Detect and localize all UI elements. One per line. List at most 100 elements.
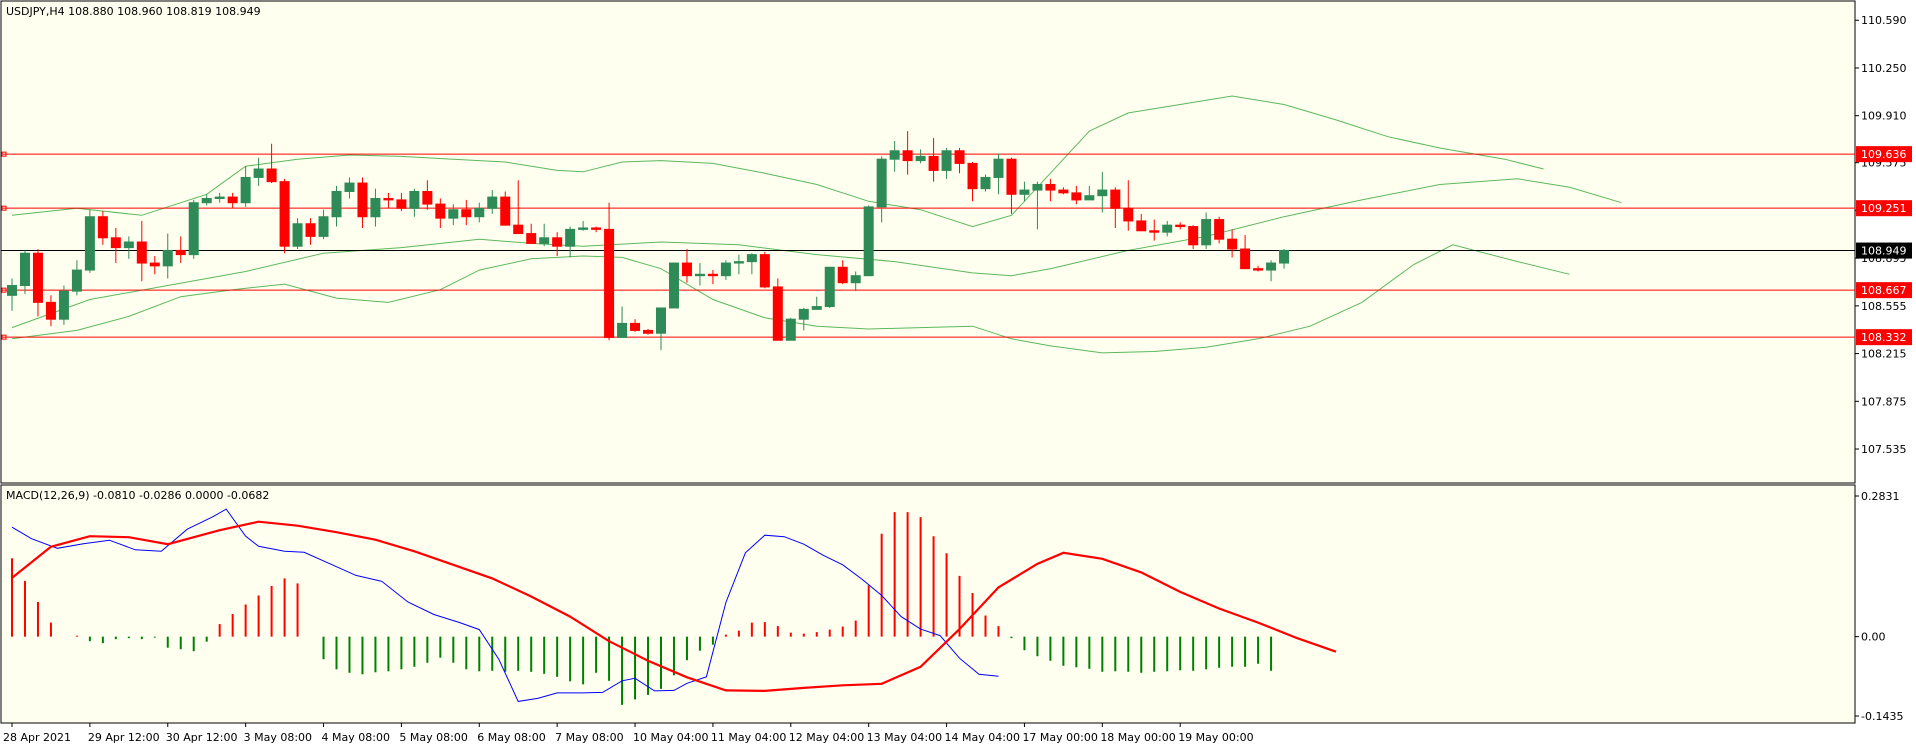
candle-body: [240, 176, 251, 204]
candle: [513, 180, 524, 235]
time-tick-label: 12 May 04:00: [789, 731, 864, 744]
candle: [967, 162, 978, 202]
candle-body: [487, 196, 498, 209]
candle: [175, 236, 186, 264]
candle-body: [474, 207, 485, 218]
macd-lines: [11, 508, 1337, 702]
candle: [876, 156, 887, 223]
candle: [824, 266, 835, 308]
candle: [1084, 185, 1095, 201]
candle-body: [539, 237, 550, 244]
candle-body: [357, 182, 368, 218]
current-price-tag: 108.949: [1856, 242, 1912, 259]
candle-body: [526, 233, 537, 244]
time-tick-label: 29 Apr 12:00: [88, 731, 160, 744]
candle-body: [305, 223, 316, 237]
candle: [1175, 222, 1186, 230]
candle: [240, 166, 251, 207]
candle-body: [1097, 189, 1108, 197]
time-tick-label: 13 May 04:00: [867, 731, 942, 744]
candle: [630, 319, 641, 332]
candle: [253, 157, 264, 186]
time-tick-label: 17 May 00:00: [1022, 731, 1097, 744]
candle: [668, 262, 679, 309]
bollinger-upper: [11, 95, 1544, 228]
candle-body: [344, 182, 355, 192]
level-price-tag-box: [1856, 200, 1912, 217]
candle-body: [798, 308, 809, 320]
candle: [902, 131, 913, 175]
candle-body: [980, 176, 991, 190]
time-tick-label: 7 May 08:00: [555, 731, 623, 744]
candle: [370, 188, 381, 227]
candle: [448, 204, 459, 226]
candle: [1253, 265, 1264, 272]
candle-body: [1045, 183, 1056, 191]
candle: [331, 185, 342, 227]
candle-body: [461, 209, 472, 218]
candle-body: [409, 190, 420, 209]
candle: [1032, 181, 1043, 230]
candle: [863, 205, 874, 277]
candle-body: [1032, 183, 1043, 191]
macd-tick-label: 0.2831: [1861, 490, 1900, 503]
candle: [1019, 181, 1030, 202]
candle: [1006, 157, 1017, 214]
time-tick-label: 19 May 00:00: [1178, 731, 1253, 744]
candle-body: [617, 322, 628, 338]
candle: [617, 306, 628, 338]
candlesticks: [7, 131, 1290, 351]
candle-body: [1084, 195, 1095, 201]
candle-body: [720, 262, 731, 277]
candle: [422, 180, 433, 210]
candle-body: [668, 262, 679, 309]
candle: [1162, 220, 1173, 237]
candle: [409, 188, 420, 217]
candle: [1279, 249, 1290, 269]
candle-body: [1188, 226, 1199, 246]
level-price-tag: 108.332: [1856, 329, 1912, 346]
candle: [591, 226, 602, 233]
candle-body: [214, 196, 225, 199]
candle-body: [1253, 268, 1264, 271]
candle-body: [383, 197, 394, 201]
level-price-tag-text: 109.636: [1861, 148, 1907, 161]
candle-body: [954, 150, 965, 164]
candle-body: [370, 197, 381, 218]
candle-body: [149, 262, 160, 267]
candle-body: [136, 241, 147, 264]
candle: [552, 232, 563, 257]
candle: [292, 218, 303, 250]
candle: [71, 260, 82, 296]
candle: [32, 249, 43, 317]
candle: [811, 296, 822, 310]
candle: [227, 192, 238, 209]
candle: [578, 220, 589, 231]
candle-body: [941, 150, 952, 171]
candle: [266, 143, 277, 184]
level-price-tag: 109.251: [1856, 200, 1912, 217]
candle: [954, 147, 965, 174]
candle-body: [902, 150, 913, 162]
time-tick-label: 18 May 00:00: [1100, 731, 1175, 744]
candle: [1214, 216, 1225, 244]
time-tick-label: 4 May 08:00: [322, 731, 390, 744]
candle: [643, 329, 654, 335]
candle-body: [1214, 219, 1225, 240]
candle-body: [1266, 262, 1277, 271]
level-anchor: [1, 287, 7, 293]
candle: [746, 253, 757, 275]
price-axis: 110.590110.250109.910109.575109.235108.8…: [1855, 14, 1907, 456]
candle: [759, 251, 770, 289]
candle-body: [84, 216, 95, 271]
candle-body: [915, 155, 926, 162]
level-price-tag-box: [1856, 282, 1912, 299]
candle: [1058, 187, 1069, 195]
candle-body: [1201, 219, 1212, 246]
candle-body: [1227, 238, 1238, 250]
time-axis: 28 Apr 2021 29 Apr 12:00 30 Apr 12:00 3 May…: [3, 723, 1254, 744]
candle-body: [565, 228, 576, 247]
candle-body: [889, 150, 900, 160]
candle-body: [552, 237, 563, 247]
